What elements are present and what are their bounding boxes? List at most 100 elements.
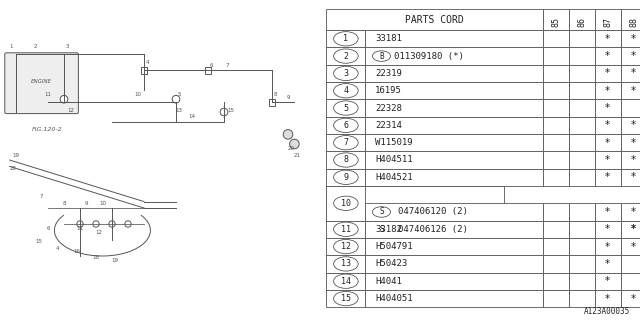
Text: 2: 2 <box>33 44 37 49</box>
Circle shape <box>333 222 358 236</box>
Text: 12: 12 <box>67 108 74 113</box>
Bar <box>543 65 569 82</box>
Circle shape <box>172 95 180 103</box>
Circle shape <box>333 196 358 211</box>
Text: *: * <box>631 51 636 61</box>
Text: 8: 8 <box>273 92 277 97</box>
Circle shape <box>333 118 358 132</box>
Bar <box>365 100 543 117</box>
Bar <box>543 134 569 151</box>
Text: *: * <box>631 242 636 252</box>
Text: 8: 8 <box>62 201 66 206</box>
Text: *: * <box>605 207 611 217</box>
Text: *: * <box>605 138 611 148</box>
Bar <box>543 100 569 117</box>
Text: *: * <box>605 224 611 234</box>
Text: *: * <box>605 242 611 252</box>
Text: 88: 88 <box>629 17 638 27</box>
Text: *: * <box>605 103 611 113</box>
Text: 20: 20 <box>288 147 294 151</box>
Text: 14: 14 <box>189 114 195 119</box>
Bar <box>569 273 595 290</box>
Text: *: * <box>631 224 636 234</box>
Bar <box>621 82 640 100</box>
Text: *: * <box>605 34 611 44</box>
Text: *: * <box>631 155 636 165</box>
Text: ENGINE: ENGINE <box>31 79 52 84</box>
Circle shape <box>93 221 99 227</box>
Text: H404521: H404521 <box>375 173 413 182</box>
Bar <box>365 47 543 65</box>
Circle shape <box>333 153 358 167</box>
Text: 6: 6 <box>344 121 348 130</box>
Text: 15: 15 <box>35 239 42 244</box>
Text: *: * <box>631 86 636 96</box>
Bar <box>595 134 621 151</box>
Circle shape <box>372 51 390 61</box>
Bar <box>621 255 640 273</box>
Bar <box>595 82 621 100</box>
Text: 7: 7 <box>40 194 44 199</box>
Text: 12: 12 <box>96 230 102 235</box>
Text: 13: 13 <box>176 108 182 113</box>
Bar <box>621 273 640 290</box>
Bar <box>569 134 595 151</box>
Bar <box>365 65 543 82</box>
Text: 11: 11 <box>341 225 351 234</box>
Text: 14: 14 <box>341 277 351 286</box>
Text: H404511: H404511 <box>375 156 413 164</box>
Bar <box>543 273 569 290</box>
Text: 18: 18 <box>93 255 99 260</box>
Text: *: * <box>631 293 636 304</box>
Text: 85: 85 <box>552 17 561 27</box>
Bar <box>621 220 640 238</box>
Bar <box>569 255 595 273</box>
Text: *: * <box>631 120 636 130</box>
Text: *: * <box>605 68 611 78</box>
Bar <box>141 67 147 74</box>
Bar <box>621 203 640 220</box>
Circle shape <box>220 108 228 116</box>
Bar <box>326 238 365 255</box>
Text: 9: 9 <box>344 173 348 182</box>
Text: *: * <box>605 51 611 61</box>
Text: 7: 7 <box>344 138 348 147</box>
Bar <box>621 117 640 134</box>
Bar <box>326 134 365 151</box>
Text: *: * <box>631 138 636 148</box>
Bar <box>543 47 569 65</box>
Bar <box>365 220 543 238</box>
Bar <box>326 151 365 169</box>
Text: FIG.120-2: FIG.120-2 <box>32 127 63 132</box>
Text: 8: 8 <box>344 156 348 164</box>
Text: 1: 1 <box>10 44 13 49</box>
Bar <box>595 290 621 307</box>
Bar <box>621 151 640 169</box>
Bar <box>205 67 211 74</box>
Circle shape <box>333 101 358 115</box>
Bar <box>595 9 621 30</box>
Bar <box>326 255 365 273</box>
Text: 22314: 22314 <box>375 121 402 130</box>
Text: *: * <box>605 276 611 286</box>
Circle shape <box>333 170 358 184</box>
Bar <box>595 169 621 186</box>
Circle shape <box>333 66 358 81</box>
Text: *: * <box>631 34 636 44</box>
Bar <box>621 30 640 47</box>
Bar <box>569 47 595 65</box>
Text: 5: 5 <box>344 104 348 113</box>
Text: 33182: 33182 <box>375 225 402 234</box>
Circle shape <box>333 274 358 288</box>
Text: 6: 6 <box>209 63 213 68</box>
Bar <box>365 30 543 47</box>
Text: 047406120 (2): 047406120 (2) <box>397 207 467 216</box>
Bar <box>543 203 569 220</box>
Text: 16195: 16195 <box>375 86 402 95</box>
Text: H404051: H404051 <box>375 294 413 303</box>
Bar <box>326 82 365 100</box>
Circle shape <box>60 95 68 103</box>
Text: B: B <box>379 52 384 60</box>
Bar <box>326 47 365 65</box>
Bar <box>543 169 569 186</box>
